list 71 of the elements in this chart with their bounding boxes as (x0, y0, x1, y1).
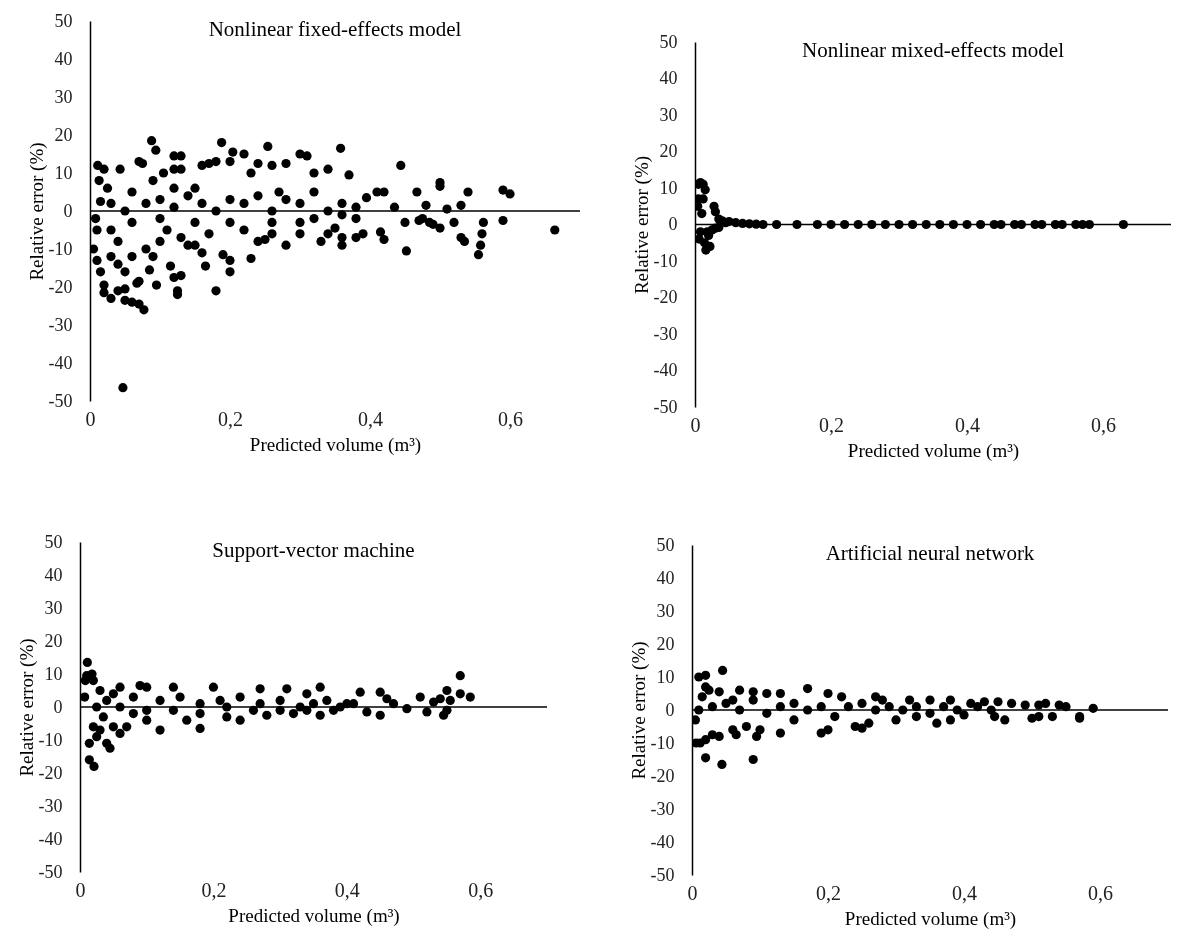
y-tick-label: 50 (659, 31, 678, 52)
y-tick-label: 50 (54, 10, 73, 31)
x-tick-label: 0 (687, 881, 698, 904)
y-tick-label: 40 (54, 48, 73, 69)
x-axis-title: Predicted volume (m³) (228, 904, 400, 927)
y-tick-label: 10 (659, 177, 678, 198)
y-tick-label: -50 (653, 396, 678, 417)
y-tick-label: -40 (38, 828, 63, 849)
x-axis-title: Predicted volume (m³) (249, 433, 422, 456)
chart-title: Artificial neural network (825, 541, 1035, 565)
x-tick-label: 0,4 (955, 413, 980, 436)
x-tick-label: 0,6 (1088, 881, 1113, 904)
x-tick-label: 0,6 (1091, 413, 1116, 436)
y-axis-title: Relative error (%) (627, 641, 650, 780)
y-tick-label: -50 (48, 390, 73, 411)
y-tick-label: 50 (656, 534, 675, 555)
y-tick-label: 10 (54, 162, 73, 183)
y-tick-label: -20 (650, 765, 675, 786)
y-tick-label: 10 (656, 666, 675, 687)
y-tick-label: -50 (38, 861, 63, 882)
y-axis-title: Relative error (%) (15, 638, 38, 777)
y-tick-label: 20 (44, 630, 63, 651)
y-tick-label: -20 (653, 287, 678, 307)
y-tick-label: 30 (656, 600, 675, 621)
y-tick-label: 40 (659, 68, 678, 88)
x-tick-label: 0,6 (498, 407, 523, 430)
x-axis-title: Predicted volume (m³) (847, 439, 1020, 462)
y-tick-label: 20 (659, 141, 678, 161)
y-tick-label: 0 (63, 200, 73, 221)
y-tick-label: -10 (653, 250, 678, 271)
x-tick-label: 0,6 (468, 878, 494, 901)
y-tick-label: 20 (54, 124, 73, 145)
y-tick-label: -40 (653, 360, 678, 380)
y-tick-label: 30 (44, 597, 63, 618)
y-tick-label: -30 (38, 795, 63, 816)
x-tick-label: 0,4 (952, 881, 977, 904)
x-tick-label: 0,2 (201, 878, 227, 901)
x-tick-label: 0,4 (334, 878, 360, 901)
x-tick-label: 0,2 (218, 407, 243, 430)
y-tick-label: -20 (38, 762, 63, 783)
y-tick-label: 20 (656, 633, 675, 654)
y-tick-label: -30 (650, 798, 675, 819)
y-tick-label: 30 (54, 86, 73, 107)
y-tick-label: 0 (53, 696, 63, 717)
y-axis-title: Relative error (%) (630, 155, 653, 295)
y-tick-label: 10 (44, 663, 63, 684)
y-tick-label: 0 (668, 214, 678, 234)
y-tick-label: 40 (656, 567, 675, 588)
y-tick-label: 30 (659, 104, 678, 125)
y-tick-label: -10 (650, 732, 675, 753)
chart-title: Nonlinear mixed-effects model (801, 38, 1065, 62)
x-tick-label: 0,2 (816, 881, 841, 904)
x-axis-title: Predicted volume (m³) (844, 907, 1017, 930)
chart-title: Nonlinear fixed-effects model (208, 17, 462, 41)
x-tick-label: 0,4 (358, 407, 383, 430)
y-tick-label: -30 (48, 314, 73, 335)
y-tick-label: -10 (38, 729, 63, 750)
y-tick-label: -20 (48, 276, 73, 297)
y-tick-label: -40 (48, 352, 73, 373)
x-tick-label: 0,2 (819, 413, 844, 436)
y-axis-title: Relative error (%) (25, 142, 48, 281)
y-tick-label: 40 (44, 564, 63, 585)
y-tick-label: 0 (665, 699, 675, 720)
y-tick-label: -40 (650, 831, 675, 852)
x-tick-label: 0 (85, 407, 96, 430)
y-tick-label: -50 (650, 864, 675, 885)
y-tick-label: -30 (653, 323, 678, 344)
y-tick-label: 50 (44, 531, 63, 552)
y-tick-label: -10 (48, 238, 73, 259)
chart-title: Support-vector machine (212, 538, 415, 562)
x-tick-label: 0 (690, 413, 701, 436)
